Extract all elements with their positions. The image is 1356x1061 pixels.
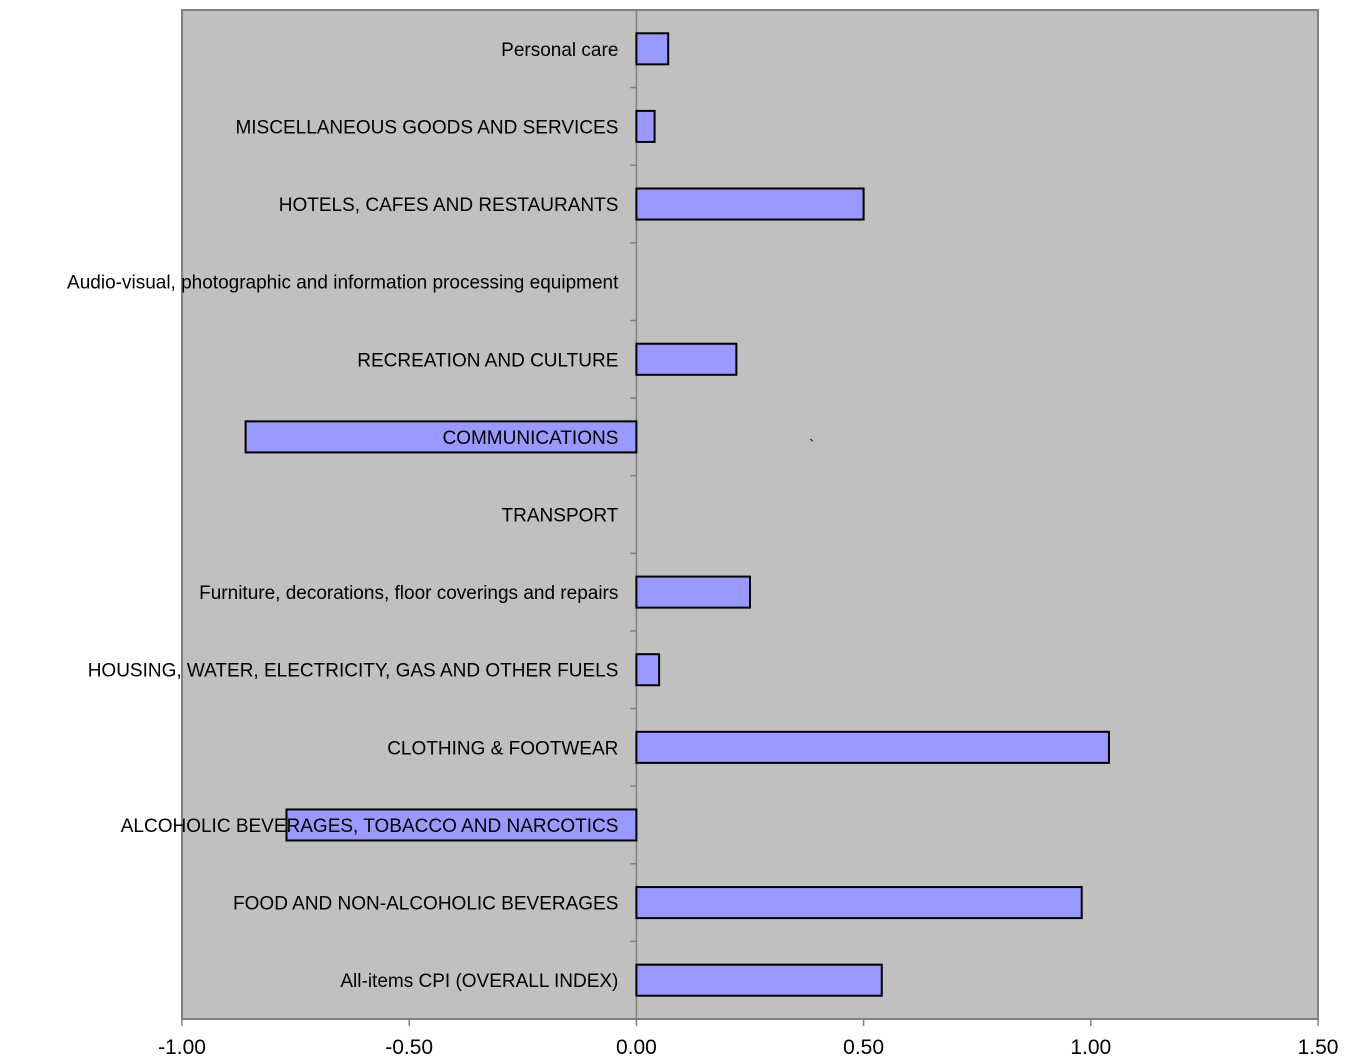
bar (635, 575, 752, 609)
category-label: ALCOHOLIC BEVERAGES, TOBACCO AND NARCOTI… (121, 816, 619, 837)
bar (635, 653, 661, 687)
category-label: All-items CPI (OVERALL INDEX) (340, 971, 618, 992)
category-label: HOUSING, WATER, ELECTRICITY, GAS AND OTH… (88, 661, 619, 682)
bar (285, 808, 638, 842)
x-tick-label: 1.50 (1298, 1036, 1339, 1059)
x-tick-label: -1.00 (158, 1036, 206, 1059)
bar (635, 342, 738, 376)
x-tick-label: -0.50 (385, 1036, 433, 1059)
bar (635, 730, 1110, 764)
category-label: Personal care (501, 40, 618, 61)
category-label: RECREATION AND CULTURE (357, 350, 618, 371)
bar (635, 963, 883, 997)
category-label: Audio-visual, photographic and informati… (67, 273, 619, 294)
bar (635, 32, 670, 66)
bar (635, 109, 656, 143)
axes (181, 9, 1319, 1026)
x-tick-label: 0.50 (843, 1036, 884, 1059)
category-labels: All-items CPI (OVERALL INDEX) FOOD AND NO… (67, 40, 619, 992)
category-label: COMMUNICATIONS (442, 428, 618, 449)
x-tick-label: 1.00 (1070, 1036, 1111, 1059)
bar (635, 886, 1083, 920)
category-label: CLOTHING & FOOTWEAR (387, 738, 618, 759)
category-label: Furniture, decorations, floor coverings … (199, 583, 618, 604)
category-label: HOTELS, CAFES AND RESTAURANTS (279, 195, 619, 216)
x-tick-label: 0.00 (616, 1036, 657, 1059)
category-label: FOOD AND NON-ALCOHOLIC BEVERAGES (233, 894, 618, 915)
stray-mark: ` (809, 438, 814, 455)
plot-area (181, 9, 1319, 1020)
bar (244, 420, 638, 454)
x-tick-labels: -1.00 -0.50 0.00 0.50 1.00 1.50 (158, 1036, 1338, 1059)
bar (635, 187, 865, 221)
category-label: MISCELLANEOUS GOODS AND SERVICES (235, 117, 618, 138)
bars (244, 32, 1110, 997)
category-label: TRANSPORT (502, 506, 619, 527)
